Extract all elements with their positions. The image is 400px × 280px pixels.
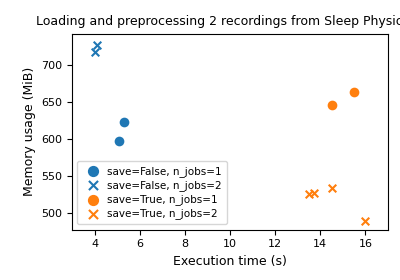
save=True, n_jobs=2 <box>362 218 369 223</box>
save=True, n_jobs=2 <box>328 186 335 190</box>
save=True, n_jobs=2 <box>310 191 317 195</box>
Legend: save=False, n_jobs=1, save=False, n_jobs=2, save=True, n_jobs=1, save=True, n_jo: save=False, n_jobs=1, save=False, n_jobs… <box>77 161 227 224</box>
save=True, n_jobs=1 <box>328 103 335 107</box>
save=False, n_jobs=2 <box>94 43 100 48</box>
X-axis label: Execution time (s): Execution time (s) <box>173 255 287 268</box>
save=False, n_jobs=1 <box>116 138 122 143</box>
save=True, n_jobs=1 <box>351 90 357 94</box>
save=False, n_jobs=1 <box>121 120 127 124</box>
Y-axis label: Memory usage (MiB): Memory usage (MiB) <box>22 67 36 196</box>
Title: Loading and preprocessing 2 recordings from Sleep Physionet: Loading and preprocessing 2 recordings f… <box>36 15 400 28</box>
save=False, n_jobs=2 <box>91 50 98 54</box>
save=True, n_jobs=2 <box>306 192 312 196</box>
